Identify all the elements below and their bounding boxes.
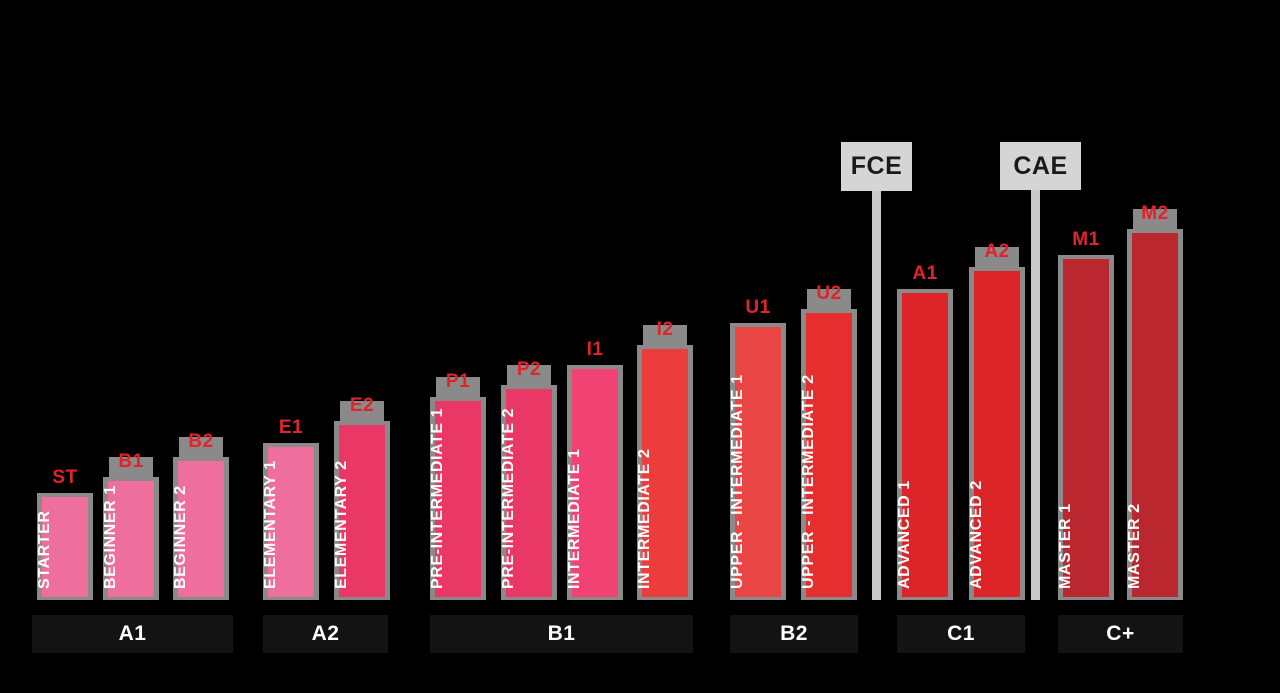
bar-label-pre-intermediate-1: PRE-INTERMEDIATE 1 [429, 407, 446, 589]
bar-code-a2: A2 [984, 241, 1010, 262]
bar-label-beginner-1: BEGINNER 1 [102, 485, 119, 589]
bar-fill-e2 [339, 425, 385, 597]
bar-fill-u2 [806, 313, 852, 597]
bar-starter: STARTER [36, 493, 93, 600]
group-strip-a1: A1 [32, 615, 233, 653]
bar-label-intermediate-1: INTERMEDIATE 1 [566, 448, 583, 589]
bar-label-elementary-1: ELEMENTARY 1 [262, 460, 279, 589]
bar-upper-intermediate-2: UPPER - INTERMEDIATE 2 [800, 309, 857, 600]
bar-code-e1: E1 [278, 417, 304, 438]
bar-label-upper-intermediate-2: UPPER - INTERMEDIATE 2 [800, 374, 817, 589]
bar-code-u2: U2 [816, 283, 842, 304]
fce-marker-label: FCE [841, 142, 912, 191]
bar-label-advanced-1: ADVANCED 1 [896, 480, 913, 589]
bar-fill-i2 [642, 349, 688, 597]
bar-fill-u1 [735, 327, 781, 597]
bar-intermediate-1: INTERMEDIATE 1 [566, 365, 623, 600]
bar-intermediate-2: INTERMEDIATE 2 [636, 345, 693, 600]
bar-fill-p1 [435, 401, 481, 597]
bar-fill-m2 [1132, 233, 1178, 597]
bar-label-intermediate-2: INTERMEDIATE 2 [636, 448, 653, 589]
bar-code-p1: P1 [445, 371, 471, 392]
bar-label-elementary-2: ELEMENTARY 2 [333, 460, 350, 589]
bar-code-e2: E2 [349, 395, 375, 416]
group-strip-c1: C1 [897, 615, 1025, 653]
bar-label-beginner-2: BEGINNER 2 [172, 485, 189, 589]
bar-fill-p2 [506, 389, 552, 597]
group-strip-b2: B2 [730, 615, 858, 653]
fce-marker-line [872, 191, 881, 600]
bar-code-u1: U1 [745, 297, 771, 318]
bar-advanced-1: ADVANCED 1 [896, 289, 953, 600]
bar-elementary-2: ELEMENTARY 2 [333, 421, 390, 600]
bar-label-pre-intermediate-2: PRE-INTERMEDIATE 2 [500, 407, 517, 589]
bar-fill-a1 [902, 293, 948, 597]
bar-pre-intermediate-1: PRE-INTERMEDIATE 1 [429, 397, 486, 600]
bar-pre-intermediate-2: PRE-INTERMEDIATE 2 [500, 385, 557, 600]
bar-code-m2: M2 [1141, 203, 1169, 224]
bar-label-advanced-2: ADVANCED 2 [968, 480, 985, 589]
bar-label-upper-intermediate-1: UPPER - INTERMEDIATE 1 [729, 374, 746, 589]
bar-code-p2: P2 [516, 359, 542, 380]
bar-code-m1: M1 [1072, 229, 1100, 250]
group-strip-a2: A2 [263, 615, 388, 653]
bar-label-starter: STARTER [36, 510, 53, 589]
bar-code-st: ST [52, 467, 78, 488]
bar-advanced-2: ADVANCED 2 [968, 267, 1025, 600]
bar-beginner-1: BEGINNER 1 [102, 477, 159, 600]
bar-beginner-2: BEGINNER 2 [172, 457, 229, 600]
bar-fill-st [42, 497, 88, 597]
bar-fill-b2 [178, 461, 224, 597]
group-strip-b1: B1 [430, 615, 693, 653]
bar-code-b2: B2 [188, 431, 214, 452]
cae-marker-label: CAE [1000, 142, 1081, 190]
bar-code-b1: B1 [118, 451, 144, 472]
bar-code-i1: I1 [586, 339, 604, 360]
bar-upper-intermediate-1: UPPER - INTERMEDIATE 1 [729, 323, 786, 600]
bar-fill-i1 [572, 369, 618, 597]
cae-marker-line [1031, 190, 1040, 600]
group-strip-c: C+ [1058, 615, 1183, 653]
bar-fill-b1 [108, 481, 154, 597]
bar-fill-e1 [268, 447, 314, 597]
bar-code-a1: A1 [912, 263, 938, 284]
bar-elementary-1: ELEMENTARY 1 [262, 443, 319, 600]
bar-label-master-1: MASTER 1 [1057, 503, 1074, 589]
bar-master-2: MASTER 2 [1126, 229, 1183, 600]
bar-label-master-2: MASTER 2 [1126, 503, 1143, 589]
bar-fill-m1 [1063, 259, 1109, 597]
bar-master-1: MASTER 1 [1057, 255, 1114, 600]
bar-fill-a2 [974, 271, 1020, 597]
bar-code-i2: I2 [656, 319, 674, 340]
